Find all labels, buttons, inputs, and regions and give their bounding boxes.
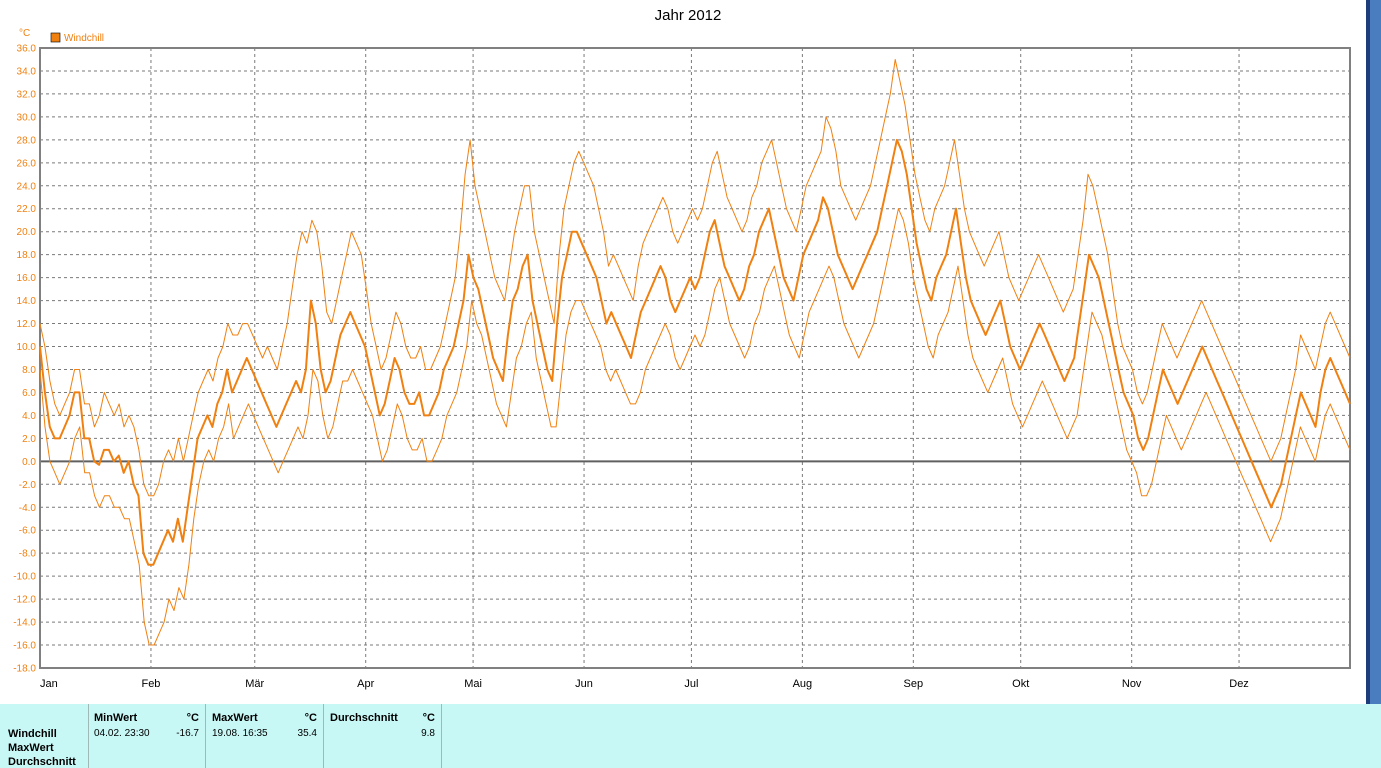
y-tick-label: 22.0 bbox=[17, 204, 37, 215]
x-tick-label: Nov bbox=[1122, 678, 1142, 690]
y-tick-label: 2.0 bbox=[22, 434, 36, 445]
y-tick-label: -14.0 bbox=[13, 618, 36, 629]
chart: Jahr 2012 °C Windchill 36.0 34.0 32.0 30.0 2… bbox=[13, 7, 1351, 690]
y-tick-label: 34.0 bbox=[17, 66, 37, 77]
legend-swatch bbox=[50, 32, 61, 43]
avg-value: 9.8 bbox=[421, 728, 435, 739]
y-tick-label: 26.0 bbox=[17, 158, 37, 169]
x-tick-label: Okt bbox=[1012, 678, 1029, 690]
x-tick-label: Mai bbox=[464, 678, 482, 690]
y-tick-label: -8.0 bbox=[19, 549, 37, 560]
series-line-min bbox=[39, 208, 1351, 646]
min-date: 04.02. 23:30 bbox=[94, 728, 150, 739]
row-label-maxwert: MaxWert bbox=[8, 742, 54, 754]
min-value: -16.7 bbox=[176, 728, 199, 739]
x-tick-label: Sep bbox=[904, 678, 924, 690]
max-unit: °C bbox=[304, 712, 317, 724]
max-value: 35.4 bbox=[297, 728, 317, 739]
series-line-max bbox=[39, 59, 1351, 497]
y-tick-label: 6.0 bbox=[22, 388, 36, 399]
x-tick-label: Jan bbox=[40, 678, 58, 690]
min-unit: °C bbox=[186, 712, 199, 724]
y-tick-label: -16.0 bbox=[13, 641, 36, 652]
y-tick-label: 24.0 bbox=[17, 181, 37, 192]
x-tick-label: Mär bbox=[245, 678, 264, 690]
max-header: MaxWert bbox=[212, 712, 258, 724]
x-tick-label: Dez bbox=[1229, 678, 1249, 690]
y-tick-label: 4.0 bbox=[22, 411, 36, 422]
y-tick-label: 28.0 bbox=[17, 135, 37, 146]
y-tick-label: 18.0 bbox=[17, 250, 37, 261]
y-tick-label: -18.0 bbox=[13, 664, 36, 675]
max-date: 19.08. 16:35 bbox=[212, 728, 268, 739]
row-label-durchschnitt: Durchschnitt bbox=[8, 756, 76, 768]
plot-frame bbox=[39, 47, 1351, 669]
chart-title: Jahr 2012 bbox=[655, 7, 722, 24]
y-tick-label: 16.0 bbox=[17, 273, 37, 284]
y-unit-label: °C bbox=[19, 28, 30, 39]
min-header: MinWert bbox=[94, 712, 138, 724]
table-separator bbox=[441, 704, 442, 768]
avg-unit: °C bbox=[422, 712, 435, 724]
y-tick-label: -4.0 bbox=[19, 503, 37, 514]
stats-table: Windchill MaxWert Durchschnitt MinWert °… bbox=[0, 704, 1381, 768]
y-tick-label: -6.0 bbox=[19, 526, 37, 537]
y-tick-label: -10.0 bbox=[13, 572, 36, 583]
x-tick-label: Aug bbox=[793, 678, 813, 690]
table-separator bbox=[205, 704, 206, 768]
y-tick-label: -12.0 bbox=[13, 595, 36, 606]
y-tick-label: 20.0 bbox=[17, 227, 37, 238]
y-tick-label: 36.0 bbox=[17, 44, 37, 55]
y-tick-label: 14.0 bbox=[17, 296, 37, 307]
x-tick-label: Jun bbox=[575, 678, 593, 690]
x-tick-label: Apr bbox=[357, 678, 374, 690]
row-label-windchill: Windchill bbox=[8, 728, 57, 740]
windchill-year-chart: Jahr 2012 °C Windchill 36.0 34.0 32.0 30.0 2… bbox=[13, 7, 1351, 690]
y-tick-label: 8.0 bbox=[22, 365, 36, 376]
legend-label: Windchill bbox=[64, 33, 104, 44]
table-separator bbox=[88, 704, 89, 768]
y-tick-label: -2.0 bbox=[19, 480, 37, 491]
avg-header: Durchschnitt bbox=[330, 712, 398, 724]
x-tick-label: Jul bbox=[684, 678, 698, 690]
x-tick-label: Feb bbox=[141, 678, 160, 690]
window-edge bbox=[1366, 0, 1381, 704]
y-tick-label: 30.0 bbox=[17, 112, 37, 123]
y-tick-label: 10.0 bbox=[17, 342, 37, 353]
y-tick-label: 32.0 bbox=[17, 89, 37, 100]
series-line-avg bbox=[39, 138, 1351, 566]
y-tick-label: 0.0 bbox=[22, 457, 36, 468]
y-tick-label: 12.0 bbox=[17, 319, 37, 330]
table-separator bbox=[323, 704, 324, 768]
